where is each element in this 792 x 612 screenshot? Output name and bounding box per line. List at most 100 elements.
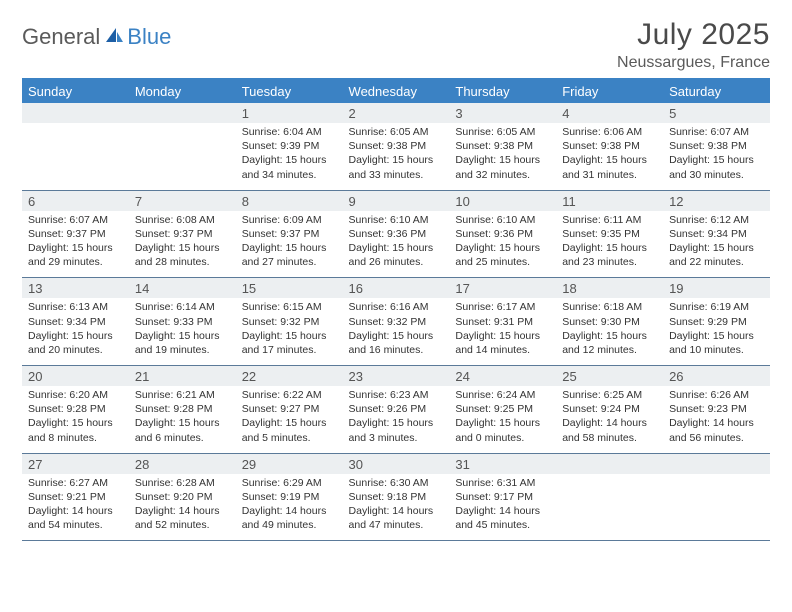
day-content-cell: Sunrise: 6:17 AMSunset: 9:31 PMDaylight:… (449, 298, 556, 365)
day-number-row: 12345 (22, 103, 770, 123)
sunrise-line: Sunrise: 6:06 AM (562, 125, 657, 139)
day-number-cell: 13 (22, 278, 129, 299)
sunset-line: Sunset: 9:36 PM (349, 227, 444, 241)
sunrise-line: Sunrise: 6:21 AM (135, 388, 230, 402)
sunset-line: Sunset: 9:37 PM (28, 227, 123, 241)
day-content-row: Sunrise: 6:27 AMSunset: 9:21 PM Daylight:… (22, 474, 770, 541)
day-content-cell: Sunrise: 6:10 AMSunset: 9:36 PMDaylight:… (449, 211, 556, 278)
sunrise-line: Sunrise: 6:26 AM (669, 388, 764, 402)
day-number-row: 6789101112 (22, 190, 770, 211)
sunrise-line: Sunrise: 6:30 AM (349, 476, 444, 490)
day-number-cell: 2 (343, 103, 450, 123)
day-number-cell (556, 453, 663, 474)
logo-text-blue: Blue (127, 24, 171, 50)
day-number-cell: 29 (236, 453, 343, 474)
daylight-line: Daylight: 15 hours and 6 minutes. (135, 416, 230, 444)
day-content-cell: Sunrise: 6:30 AMSunset: 9:18 PMDaylight:… (343, 474, 450, 541)
day-number-row: 20212223242526 (22, 366, 770, 387)
location: Neussargues, France (617, 54, 770, 72)
calendar-table: Sunday Monday Tuesday Wednesday Thursday… (22, 78, 770, 541)
sunset-line: Sunset: 9:38 PM (669, 139, 764, 153)
daylight-line: Daylight: 14 hours and 45 minutes. (455, 504, 550, 532)
day-content-cell: Sunrise: 6:23 AMSunset: 9:26 PMDaylight:… (343, 386, 450, 453)
daylight-line: Daylight: 15 hours and 27 minutes. (242, 241, 337, 269)
sunset-line: Sunset: 9:38 PM (562, 139, 657, 153)
sunrise-line: Sunrise: 6:22 AM (242, 388, 337, 402)
sunset-line: Sunset: 9:19 PM (242, 490, 337, 504)
sunrise-line: Sunrise: 6:09 AM (242, 213, 337, 227)
day-content-cell (129, 123, 236, 190)
day-content-cell: Sunrise: 6:04 AMSunset: 9:39 PMDaylight:… (236, 123, 343, 190)
daylight-line: Daylight: 15 hours and 20 minutes. (28, 329, 123, 357)
day-number-cell: 28 (129, 453, 236, 474)
day-number-cell: 14 (129, 278, 236, 299)
sunset-line: Sunset: 9:38 PM (455, 139, 550, 153)
day-number-cell: 20 (22, 366, 129, 387)
weekday-header: Saturday (663, 79, 770, 103)
day-number-cell: 10 (449, 190, 556, 211)
daylight-line: Daylight: 15 hours and 8 minutes. (28, 416, 123, 444)
weekday-header-row: Sunday Monday Tuesday Wednesday Thursday… (22, 79, 770, 103)
day-content-cell: Sunrise: 6:29 AMSunset: 9:19 PMDaylight:… (236, 474, 343, 541)
daylight-line: Daylight: 15 hours and 14 minutes. (455, 329, 550, 357)
daylight-line: Daylight: 15 hours and 29 minutes. (28, 241, 123, 269)
sunrise-line: Sunrise: 6:28 AM (135, 476, 230, 490)
sunset-line: Sunset: 9:30 PM (562, 315, 657, 329)
day-content-cell: Sunrise: 6:24 AMSunset: 9:25 PMDaylight:… (449, 386, 556, 453)
sunset-line: Sunset: 9:21 PM (28, 490, 123, 504)
sunrise-line: Sunrise: 6:31 AM (455, 476, 550, 490)
day-content-cell (556, 474, 663, 541)
weekday-header: Thursday (449, 79, 556, 103)
daylight-line: Daylight: 15 hours and 31 minutes. (562, 153, 657, 181)
sunset-line: Sunset: 9:26 PM (349, 402, 444, 416)
sunset-line: Sunset: 9:28 PM (28, 402, 123, 416)
day-number-cell: 26 (663, 366, 770, 387)
daylight-line: Daylight: 14 hours and 49 minutes. (242, 504, 337, 532)
daylight-line: Daylight: 15 hours and 19 minutes. (135, 329, 230, 357)
daylight-line: Daylight: 15 hours and 12 minutes. (562, 329, 657, 357)
daylight-line: Daylight: 15 hours and 25 minutes. (455, 241, 550, 269)
daylight-line: Daylight: 15 hours and 0 minutes. (455, 416, 550, 444)
day-number-cell: 12 (663, 190, 770, 211)
day-number-cell: 7 (129, 190, 236, 211)
day-content-cell: Sunrise: 6:15 AMSunset: 9:32 PMDaylight:… (236, 298, 343, 365)
sunrise-line: Sunrise: 6:18 AM (562, 300, 657, 314)
weekday-header: Friday (556, 79, 663, 103)
weekday-header: Wednesday (343, 79, 450, 103)
day-number-cell: 17 (449, 278, 556, 299)
day-content-cell: Sunrise: 6:13 AMSunset: 9:34 PMDaylight:… (22, 298, 129, 365)
day-number-cell: 1 (236, 103, 343, 123)
sunset-line: Sunset: 9:23 PM (669, 402, 764, 416)
day-content-row: Sunrise: 6:04 AMSunset: 9:39 PMDaylight:… (22, 123, 770, 190)
sunset-line: Sunset: 9:37 PM (242, 227, 337, 241)
sunrise-line: Sunrise: 6:29 AM (242, 476, 337, 490)
day-content-cell: Sunrise: 6:06 AMSunset: 9:38 PMDaylight:… (556, 123, 663, 190)
sunset-line: Sunset: 9:28 PM (135, 402, 230, 416)
sunset-line: Sunset: 9:24 PM (562, 402, 657, 416)
day-number-cell: 22 (236, 366, 343, 387)
day-number-cell: 8 (236, 190, 343, 211)
day-number-cell: 11 (556, 190, 663, 211)
day-number-cell: 16 (343, 278, 450, 299)
sunset-line: Sunset: 9:32 PM (242, 315, 337, 329)
logo: General Blue (22, 18, 171, 50)
logo-text-general: General (22, 24, 100, 50)
day-number-cell: 27 (22, 453, 129, 474)
sunset-line: Sunset: 9:39 PM (242, 139, 337, 153)
sunset-line: Sunset: 9:36 PM (455, 227, 550, 241)
day-number-cell: 9 (343, 190, 450, 211)
sunrise-line: Sunrise: 6:25 AM (562, 388, 657, 402)
day-number-cell: 6 (22, 190, 129, 211)
daylight-line: Daylight: 15 hours and 30 minutes. (669, 153, 764, 181)
day-content-cell: Sunrise: 6:22 AMSunset: 9:27 PMDaylight:… (236, 386, 343, 453)
daylight-line: Daylight: 15 hours and 10 minutes. (669, 329, 764, 357)
day-number-cell: 31 (449, 453, 556, 474)
weekday-header: Monday (129, 79, 236, 103)
header: General Blue July 2025 Neussargues, Fran… (22, 18, 770, 72)
day-content-cell: Sunrise: 6:20 AMSunset: 9:28 PMDaylight:… (22, 386, 129, 453)
sunrise-line: Sunrise: 6:23 AM (349, 388, 444, 402)
day-content-cell: Sunrise: 6:16 AMSunset: 9:32 PMDaylight:… (343, 298, 450, 365)
sunrise-line: Sunrise: 6:27 AM (28, 476, 123, 490)
weekday-header: Tuesday (236, 79, 343, 103)
day-number-cell: 15 (236, 278, 343, 299)
